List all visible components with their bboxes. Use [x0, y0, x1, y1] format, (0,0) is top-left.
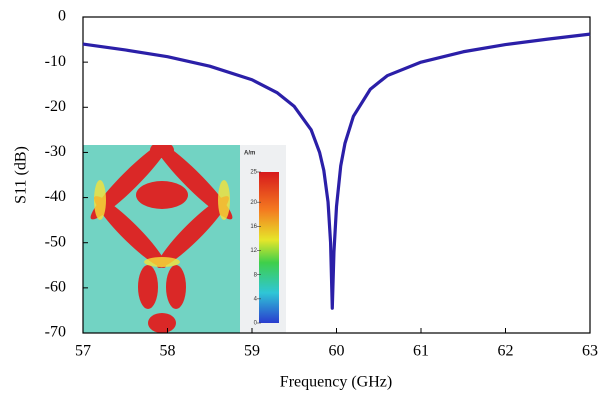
chart: Frequency (GHz) S11 (dB) 0 -10 -20 -30 -40 -5…	[0, 0, 616, 396]
y-tick-label: 0	[58, 8, 66, 25]
x-tick-label: 57	[75, 343, 91, 360]
y-tick-label: -10	[45, 53, 66, 70]
x-tick-label: 58	[160, 343, 176, 360]
y-tick-label: -40	[45, 188, 66, 205]
x-axis-title: Frequency (GHz)	[280, 374, 392, 391]
x-tick-label: 59	[244, 343, 260, 360]
y-tick-label: -50	[45, 233, 66, 250]
colorbar-tick-label: 20	[250, 200, 257, 206]
y-tick-label: -60	[45, 279, 66, 296]
colorbar-tick-label: 25	[250, 170, 257, 176]
y-tick-label: -70	[45, 324, 66, 341]
colorbar-unit: A/m	[244, 151, 255, 157]
colorbar-tick-label: 16	[250, 224, 257, 230]
colorbar-tick-label: 12	[250, 248, 257, 254]
y-tick-label: -30	[45, 143, 66, 160]
y-tick-label: -20	[45, 98, 66, 115]
x-tick-label: 63	[582, 343, 598, 360]
x-tick-label: 60	[329, 343, 345, 360]
x-tick-label: 62	[498, 343, 514, 360]
y-axis-title: S11 (dB)	[13, 146, 30, 204]
x-tick-label: 61	[413, 343, 429, 360]
inset-image	[83, 135, 286, 333]
